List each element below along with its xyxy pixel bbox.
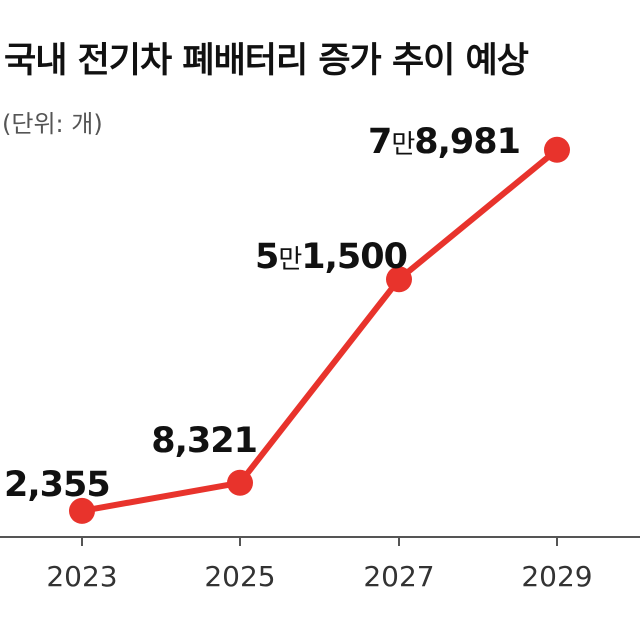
data-label: 2,355 bbox=[4, 465, 110, 505]
data-point bbox=[386, 266, 412, 293]
x-tick-label: 2027 bbox=[363, 560, 434, 593]
data-label: 5만1,500 bbox=[255, 237, 407, 277]
series-line bbox=[79, 146, 560, 514]
chart-unit-label: (단위: 개) bbox=[2, 110, 103, 138]
data-point bbox=[227, 469, 253, 496]
data-point bbox=[69, 497, 95, 524]
chart-title: 국내 전기차 폐배터리 증가 추이 예상 bbox=[4, 41, 529, 81]
data-label: 8,321 bbox=[151, 421, 257, 461]
x-tick-label: 2023 bbox=[46, 560, 117, 593]
x-tick-label: 2025 bbox=[204, 560, 275, 593]
x-tick-label: 2029 bbox=[521, 560, 592, 593]
data-label: 7만8,981 bbox=[368, 122, 520, 162]
data-point bbox=[544, 136, 570, 163]
